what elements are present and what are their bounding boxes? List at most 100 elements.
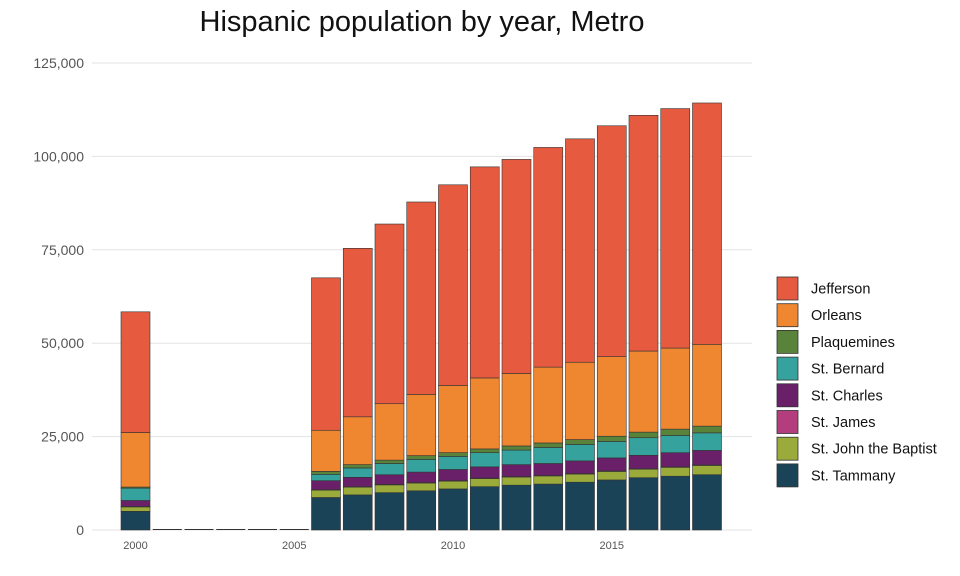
- bar-segment: [374, 463, 405, 476]
- bar-stack-2008: [374, 223, 405, 531]
- bar-stack-2018: [692, 102, 722, 531]
- bar-segment: [533, 475, 564, 485]
- bar-segment: [469, 377, 500, 450]
- legend-swatch: [776, 383, 799, 408]
- bar-segment: [469, 448, 500, 453]
- x-axis: 2000 2005 2010 2015: [123, 540, 624, 552]
- bar-segment: [628, 477, 659, 531]
- bar-segment: [533, 483, 564, 531]
- y-tick-label: 75,000: [41, 242, 84, 258]
- bar-segment: [342, 494, 373, 531]
- bar-segment: [406, 471, 437, 483]
- legend-label: St. James: [811, 415, 875, 431]
- legend-label: St. John the Baptist: [811, 442, 937, 458]
- bar-segment: [406, 482, 437, 492]
- legend-item: St. John the Baptist: [776, 436, 937, 461]
- y-tick-label: 125,000: [33, 55, 84, 71]
- bar-segment: [533, 442, 564, 448]
- bar-segment: [501, 476, 532, 486]
- legend-swatch: [776, 356, 799, 381]
- legend-item: St. Charles: [776, 383, 883, 408]
- bar-stack-2013: [533, 147, 564, 531]
- bar-segment: [438, 456, 468, 470]
- bar-segment: [406, 394, 437, 456]
- bar-segment: [374, 474, 405, 485]
- bar-segment: [692, 102, 722, 345]
- bar-segment: [501, 373, 532, 447]
- bar-segment: [342, 467, 373, 478]
- bar-segment: [120, 432, 151, 488]
- bar-segment: [533, 147, 564, 368]
- bar-segment: [438, 488, 468, 531]
- x-tick-label: 2015: [600, 540, 624, 552]
- bar-segment: [311, 489, 341, 498]
- bar-segment: [374, 403, 405, 461]
- bar-segment: [469, 486, 500, 531]
- y-tick-label: 100,000: [33, 148, 84, 164]
- bar-segment: [628, 454, 659, 470]
- legend-label: St. Tammany: [811, 468, 896, 484]
- bar-segment: [374, 492, 405, 531]
- bar-segment: [692, 474, 722, 531]
- bar-segment: [469, 452, 500, 468]
- bar-stack-2017: [660, 108, 691, 531]
- bar-segment: [660, 466, 691, 477]
- bar-segment: [565, 444, 595, 462]
- legend-item: Plaquemines: [776, 329, 895, 354]
- bar-segment: [660, 475, 691, 531]
- bar-segment: [120, 511, 151, 531]
- bar-segment: [533, 463, 564, 476]
- bar-segment: [374, 484, 405, 493]
- legend-item: Jefferson: [776, 276, 870, 301]
- bar-segment: [533, 447, 564, 464]
- legend-item: St. Bernard: [776, 356, 884, 381]
- bar-stack-2014: [565, 138, 595, 531]
- bar-segment: [501, 449, 532, 465]
- legend-label: St. Charles: [811, 388, 883, 404]
- legend-swatch: [776, 436, 799, 461]
- bar-segment: [120, 311, 151, 433]
- legend-swatch: [776, 463, 799, 488]
- legend: Jefferson Orleans Plaquemines St. Bernard St…: [776, 276, 937, 488]
- bar-segment: [565, 138, 595, 363]
- bar-segment: [469, 478, 500, 487]
- legend-item: Orleans: [776, 303, 862, 328]
- bar-segment: [596, 435, 627, 442]
- bar-segment: [596, 457, 627, 472]
- bar-stack-2016: [628, 115, 659, 531]
- bar-segment: [533, 366, 564, 444]
- bar-segment: [628, 115, 659, 352]
- bar-segment: [501, 464, 532, 477]
- bar-segment: [311, 480, 341, 490]
- bar-segment: [342, 248, 373, 418]
- bar-segment: [342, 416, 373, 465]
- bar-stack-2000: [120, 311, 151, 531]
- bar-segment: [565, 460, 595, 474]
- bar-segment: [660, 435, 691, 453]
- bar-segment: [596, 441, 627, 459]
- y-tick-label: 0: [76, 522, 84, 538]
- bar-stack-2011: [469, 166, 500, 531]
- bar-segment: [692, 450, 722, 466]
- bar-segment: [120, 487, 151, 501]
- bar-segment: [565, 361, 595, 440]
- bar-segment: [438, 184, 468, 386]
- bar-segment: [406, 459, 437, 473]
- bar-segment: [596, 479, 627, 531]
- legend-label: Orleans: [811, 308, 862, 324]
- bar-stack-2009: [406, 201, 437, 531]
- bar-segment: [406, 455, 437, 460]
- legend-label: St. Bernard: [811, 362, 884, 378]
- legend-swatch: [776, 303, 799, 328]
- bar-segment: [628, 431, 659, 439]
- bar-segment: [406, 490, 437, 531]
- bar-segment: [501, 445, 532, 451]
- bar-segment: [311, 471, 341, 475]
- bar-segment: [596, 125, 627, 357]
- chart-title: Hispanic population by year, Metro: [200, 6, 645, 38]
- bar-segment: [406, 201, 437, 395]
- bar-segment: [501, 159, 532, 374]
- bar-segment: [692, 344, 722, 427]
- bar-stack-2007: [342, 248, 373, 531]
